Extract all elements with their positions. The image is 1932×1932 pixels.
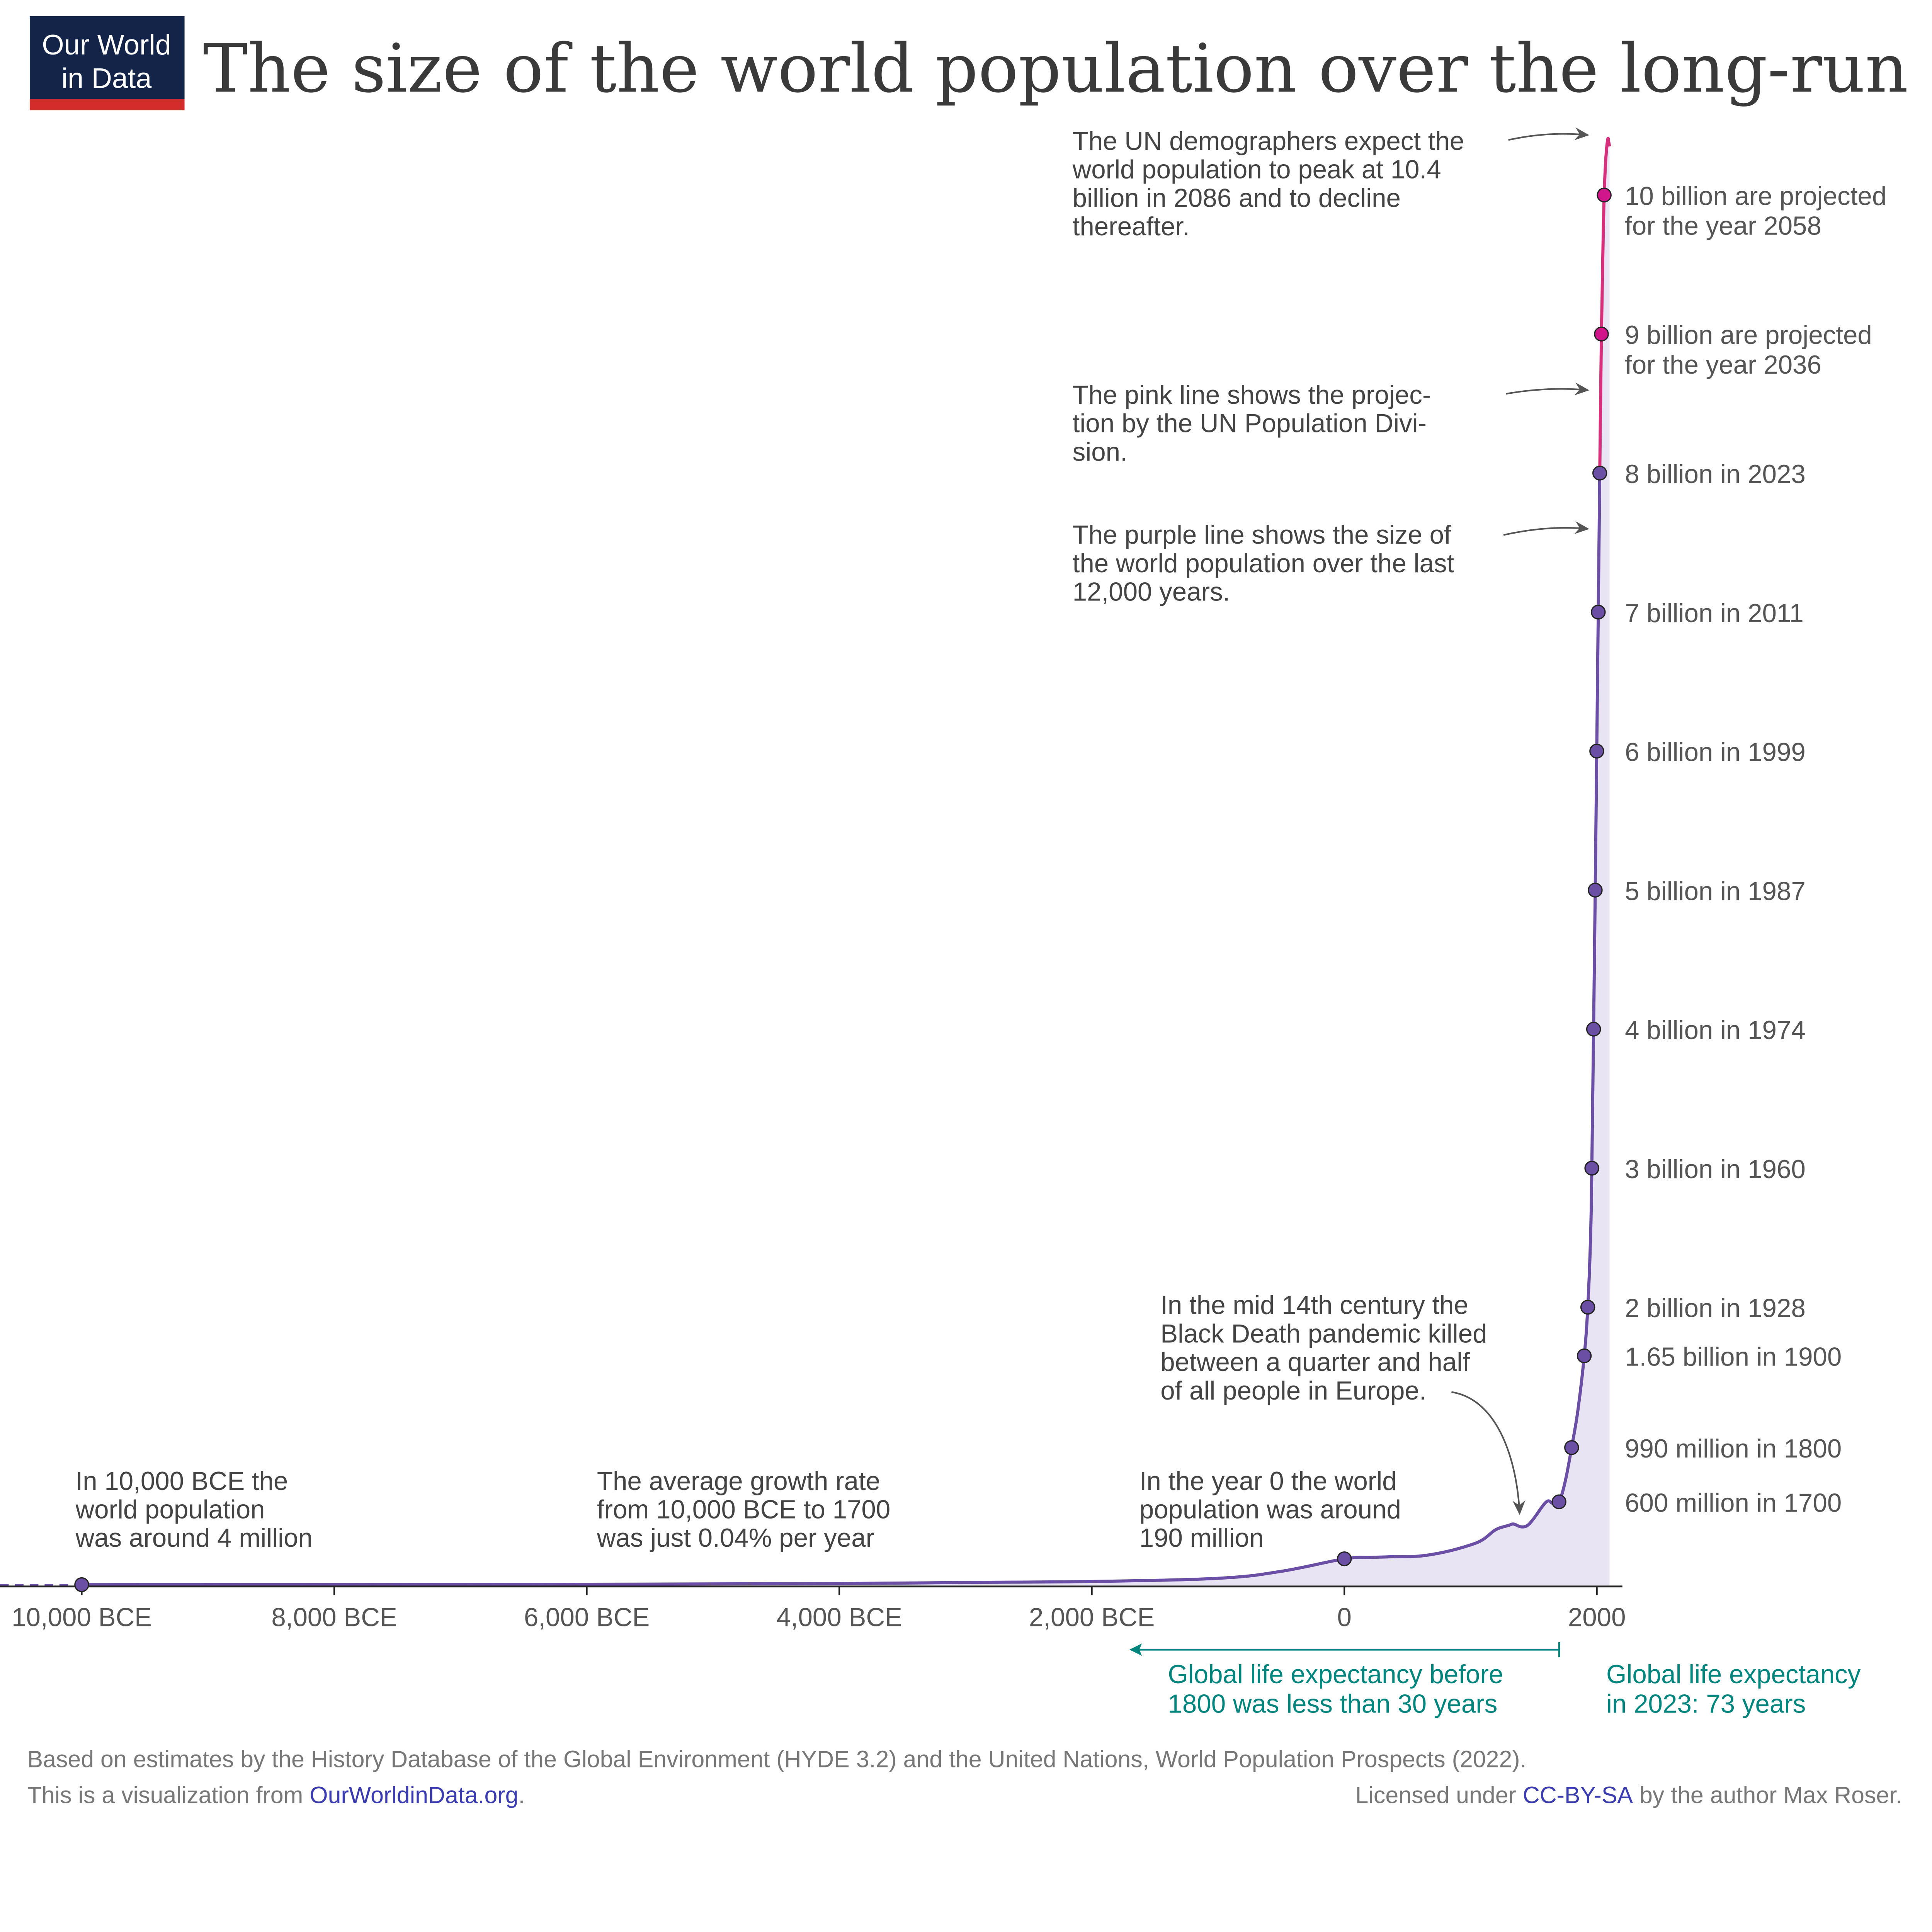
milestone-label: 7 billion in 2011 [1625, 599, 1804, 628]
milestone-label: 6 billion in 1999 [1625, 738, 1806, 767]
annotation-black-death: In the mid 14th century the Black Death p… [1160, 1291, 1526, 1515]
annotation-10000-bce: In 10,000 BCE the world population was aro… [75, 1467, 313, 1553]
annotation-pink-line: The pink line shows the projec-tion by t… [1073, 381, 1590, 466]
milestone-label: 10 billion are projected for the year 205… [1625, 182, 1886, 240]
milestone-label: 9 billion are projected for the year 2036 [1625, 321, 1872, 379]
milestone-label: 1.65 billion in 1900 [1625, 1343, 1842, 1372]
peak-arrow-icon [1508, 127, 1590, 141]
milestone-dot [1577, 1348, 1592, 1364]
x-tick-label: 2,000 BCE [1029, 1603, 1155, 1632]
owid-logo[interactable]: Our World in Data [29, 16, 185, 111]
milestone-dot [1592, 466, 1607, 481]
milestone-dot [74, 1577, 89, 1592]
license-link[interactable]: CC-BY-SA [1523, 1782, 1633, 1808]
x-tick-label: 8,000 BCE [271, 1603, 397, 1632]
milestone-dot [1591, 604, 1606, 620]
milestone-dot [1597, 187, 1612, 203]
milestone-dot [1564, 1440, 1579, 1455]
milestone-dot [1589, 743, 1604, 759]
x-tick-label: 2000 [1568, 1603, 1626, 1632]
x-tick-label: 0 [1337, 1603, 1351, 1632]
milestone-dot [1584, 1161, 1599, 1176]
pink-arrow-icon [1506, 382, 1590, 396]
x-tick-label: 4,000 BCE [776, 1603, 902, 1632]
milestone-labels: 10 billion are projected for the year 205… [1625, 182, 1886, 1517]
annotation-year-0: In the year 0 the world population was ar… [1139, 1467, 1401, 1553]
historical-population-line [82, 473, 1602, 1587]
annotation-purple-line: The purple line shows the size of the wor… [1073, 520, 1590, 606]
milestone-dot [1594, 327, 1609, 342]
milestone-label: 8 billion in 2023 [1625, 460, 1806, 489]
plot-area: 10,000 BCE 8,000 BCE 6,000 BCE 4,000 BCE 2,0… [0, 137, 1886, 1632]
visualization-credit: This is a visualization from OurWorldinD… [27, 1782, 525, 1808]
svg-text:The purple line shows the size: The purple line shows the size of the wor… [1073, 520, 1454, 606]
milestone-label: 2 billion in 1928 [1625, 1294, 1806, 1323]
black-death-arrow-icon [1451, 1391, 1526, 1515]
annotation-peak: The UN demographers expect the world popu… [1072, 127, 1590, 241]
milestone-dot [1551, 1494, 1566, 1509]
logo-line-1: Our World [42, 29, 171, 61]
projection-population-line [1598, 137, 1611, 473]
milestone-label: 600 million in 1700 [1625, 1488, 1842, 1517]
source-note: Based on estimates by the History Databa… [27, 1746, 1527, 1772]
annotation-growth-rate: The average growth rate from 10,000 BCE t… [597, 1467, 890, 1553]
chart-title: The size of the world population over th… [203, 29, 1908, 107]
license-note: Licensed under CC-BY-SA by the author Ma… [1355, 1782, 1903, 1808]
svg-text:The UN demographers expect the: The UN demographers expect the world popu… [1072, 127, 1464, 241]
purple-arrow-icon [1503, 521, 1590, 536]
milestone-dot [1588, 883, 1603, 898]
life-expectancy-2023: Global life expectancy in 2023: 73 years [1606, 1660, 1861, 1719]
life-expectancy-before-1800: Global life expectancy before 1800 was le… [1129, 1642, 1560, 1719]
milestone-label: 5 billion in 1987 [1625, 877, 1806, 906]
population-chart-figure: Our World in Data The size of the world … [0, 16, 1908, 1808]
milestone-label: 4 billion in 1974 [1625, 1016, 1806, 1045]
milestone-label: 990 million in 1800 [1625, 1434, 1842, 1463]
x-tick-label: 10,000 BCE [12, 1603, 152, 1632]
milestone-dot [1337, 1551, 1352, 1566]
left-arrow-icon [1129, 1643, 1142, 1656]
x-tick-label: 6,000 BCE [524, 1603, 650, 1632]
logo-line-2: in Data [61, 62, 152, 94]
svg-text:The pink line shows the projec: The pink line shows the projec-tion by t… [1073, 381, 1431, 466]
milestone-dot [1586, 1022, 1601, 1037]
milestone-label: 3 billion in 1960 [1625, 1155, 1806, 1184]
milestone-dot [1580, 1299, 1595, 1315]
x-axis-ticks: 10,000 BCE 8,000 BCE 6,000 BCE 4,000 BCE 2,0… [12, 1586, 1626, 1632]
owid-link[interactable]: OurWorldinData.org [310, 1782, 518, 1808]
milestone-dots [74, 187, 1612, 1592]
